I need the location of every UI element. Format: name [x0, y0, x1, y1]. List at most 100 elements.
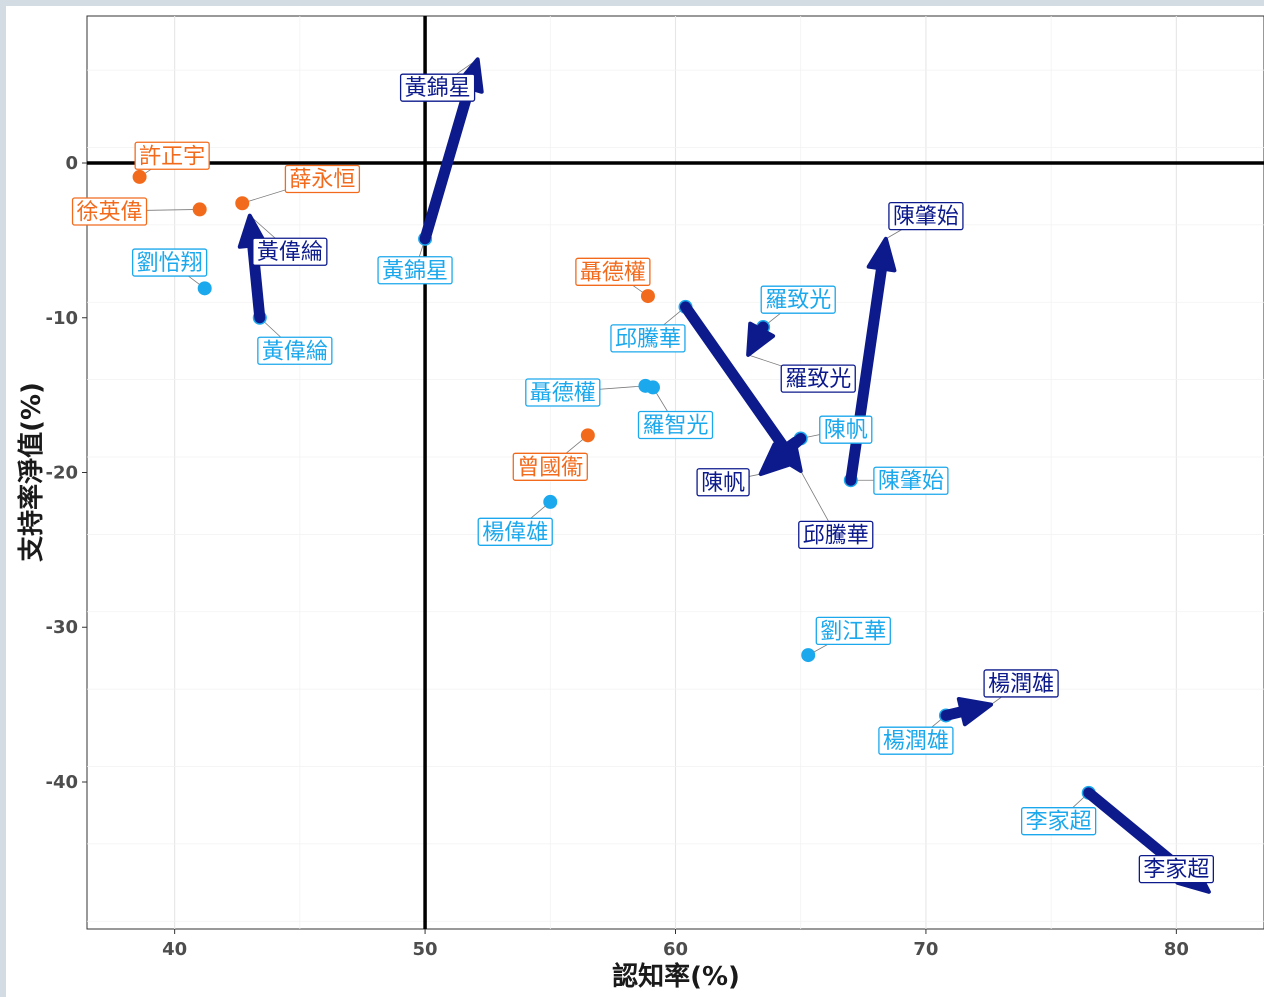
point-label: 陳帆 [696, 468, 750, 497]
point-label-text: 李家超 [1143, 858, 1209, 883]
arrow-shaft [680, 301, 791, 454]
point-label-text: 楊潤雄 [883, 729, 949, 754]
point-label-text: 薛永恒 [289, 167, 355, 192]
arrow-head [746, 321, 776, 357]
point-label-box [983, 669, 1059, 698]
point-label-box [377, 256, 453, 285]
point-label-text: 黃偉綸 [257, 240, 323, 265]
data-point [801, 648, 816, 663]
point-label-box [815, 616, 891, 645]
point-label: 劉怡翔 [131, 248, 208, 277]
reference-lines [87, 16, 1264, 929]
point-label: 陳肇始 [873, 466, 949, 495]
data-point [543, 494, 558, 509]
point-label: 薛永恒 [284, 164, 361, 194]
point-label-box [1138, 854, 1215, 884]
point-label-text: 邱騰華 [803, 523, 869, 548]
point-label-text: 陳帆 [824, 418, 868, 443]
y-tick-label: 0 [65, 153, 78, 174]
point-label-box [819, 415, 873, 444]
data-point [645, 380, 660, 395]
point-label-box [888, 201, 964, 231]
point-label: 許正宇 [134, 141, 210, 170]
point-label: 羅致光 [780, 364, 856, 393]
data-point [132, 169, 147, 184]
point-label-box [71, 197, 148, 226]
arrow-shaft [845, 261, 888, 486]
point-label-box [134, 141, 210, 170]
point-label: 聶德權 [575, 257, 651, 286]
point-label-box [696, 468, 750, 497]
data-point [580, 428, 595, 443]
data-point [640, 289, 655, 304]
point-label-box [760, 285, 836, 314]
data-point [235, 196, 250, 211]
point-label: 陳帆 [819, 415, 873, 444]
point-label-text: 李家超 [1026, 810, 1092, 835]
y-tick-label: -20 [45, 463, 78, 484]
point-label-box [1021, 807, 1097, 836]
point-label-text: 劉怡翔 [137, 251, 203, 276]
arrow-shaft [776, 432, 807, 461]
arrow-head [758, 442, 794, 477]
point-label-text: 陳肇始 [878, 469, 944, 494]
point-label-box [284, 164, 361, 194]
point-label-box [252, 237, 328, 266]
arrow-head [956, 696, 994, 727]
data-point [197, 281, 212, 296]
point-label-box [257, 336, 333, 365]
y-axis-title: 支持率淨值(%) [16, 382, 47, 562]
point-label-box [637, 410, 714, 440]
point-label: 黃偉綸 [252, 237, 328, 266]
point-label: 楊潤雄 [983, 669, 1059, 698]
point-label: 曾國衞 [512, 452, 588, 481]
arrow-head [866, 236, 897, 273]
point-label-text: 楊偉雄 [482, 520, 548, 545]
x-tick-label: 70 [913, 939, 938, 960]
point-label-box [610, 324, 686, 353]
point-label-box [525, 378, 601, 407]
scatter-chart: 40 50 60 70 800-10-20-30-40 許正宇徐英偉薛永恒聶德權曾國衞劉… [16, 15, 1264, 992]
data-point [192, 202, 207, 217]
point-label: 劉江華 [815, 616, 891, 645]
x-tick-label: 60 [663, 939, 688, 960]
point-label-text: 聶德權 [530, 381, 596, 406]
point-label-text: 黃偉綸 [262, 339, 328, 364]
point-label-box [873, 466, 949, 495]
arrow-shaft [419, 80, 476, 245]
y-tick-label: -10 [45, 308, 78, 329]
point-label: 羅致光 [760, 285, 836, 314]
point-label: 楊偉雄 [477, 517, 553, 546]
point-label: 黃錦星 [377, 256, 453, 285]
point-label: 黃偉綸 [257, 336, 333, 365]
point-label: 邱騰華 [610, 324, 686, 353]
point-label: 陳肇始 [888, 201, 964, 231]
point-label-text: 邱騰華 [615, 327, 681, 352]
y-tick-label: -40 [45, 772, 78, 793]
point-label-box [780, 364, 856, 393]
point-label-text: 許正宇 [139, 144, 205, 169]
x-tick-label: 40 [162, 939, 187, 960]
point-label-text: 陳帆 [701, 471, 745, 496]
point-label-text: 羅智光 [642, 414, 708, 439]
point-label-text: 曾國衞 [517, 455, 583, 480]
point-label-box [399, 73, 476, 102]
point-label: 楊潤雄 [878, 726, 954, 755]
point-label: 李家超 [1021, 807, 1097, 836]
point-label-box [878, 726, 954, 755]
chart-frame: 40 50 60 70 80 0 -10 -20 -30 -40 許正宇 徐英偉 薛永恒 聶德權 曾國衞劉… [6, 6, 1264, 997]
point-label-text: 劉江華 [820, 619, 886, 644]
point-label-text: 徐英偉 [77, 200, 143, 225]
point-label-box [477, 517, 553, 546]
point-label-box [131, 248, 208, 277]
point-label-text: 聶德權 [580, 260, 646, 285]
point-label: 羅智光 [637, 410, 714, 440]
point-label-box [575, 257, 651, 286]
point-label-text: 楊潤雄 [988, 672, 1054, 697]
x-tick-label: 80 [1164, 939, 1189, 960]
point-label: 聶德權 [525, 378, 601, 407]
point-label-text: 黃錦星 [382, 259, 448, 284]
point-label-text: 陳肇始 [893, 205, 959, 230]
point-label-box [798, 520, 874, 550]
